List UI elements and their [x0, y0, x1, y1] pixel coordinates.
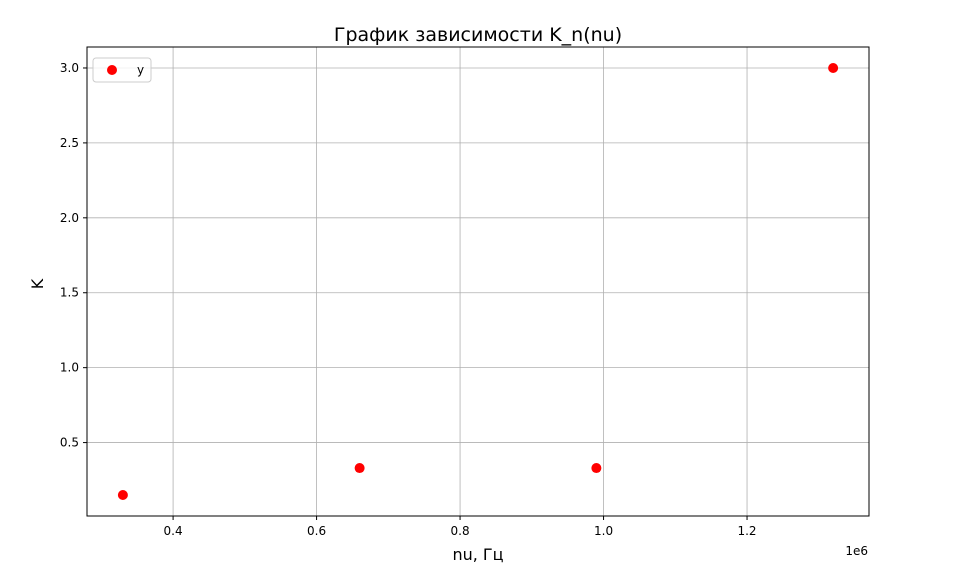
y-tick-label: 2.0	[60, 211, 79, 225]
grid	[87, 47, 869, 516]
data-point	[117, 490, 128, 501]
x-tick-label: 1.2	[737, 524, 756, 538]
x-tick-label: 1.0	[594, 524, 613, 538]
x-axis-label: nu, Гц	[452, 545, 503, 564]
x-tick-label: 0.6	[307, 524, 326, 538]
x-axis-offset-label: 1e6	[845, 544, 868, 558]
plot-frame	[86, 46, 870, 517]
data-point	[828, 62, 839, 73]
x-tick-label: 0.8	[451, 524, 470, 538]
y-tick-label: 0.5	[60, 436, 79, 450]
y-axis-label: K	[28, 278, 47, 289]
y-tick-label: 1.5	[60, 286, 79, 300]
data-point	[354, 463, 365, 474]
y-tick-label: 3.0	[60, 61, 79, 75]
data-point	[591, 463, 602, 474]
chart-title: График зависимости K_n(nu)	[334, 24, 622, 46]
legend-marker	[107, 65, 117, 75]
legend-entry-label: y	[137, 63, 144, 77]
y-tick-label: 2.5	[60, 136, 79, 150]
data-points	[117, 62, 839, 501]
y-tick-label: 1.0	[60, 361, 79, 375]
x-tick-label: 0.4	[164, 524, 183, 538]
legend-frame	[92, 57, 152, 83]
legend: y	[92, 57, 152, 83]
axes: 0.4 0.6 0.8 1.0 1.2 0.5 1.0 1.5 2.0 2.5 3.0	[60, 46, 870, 538]
